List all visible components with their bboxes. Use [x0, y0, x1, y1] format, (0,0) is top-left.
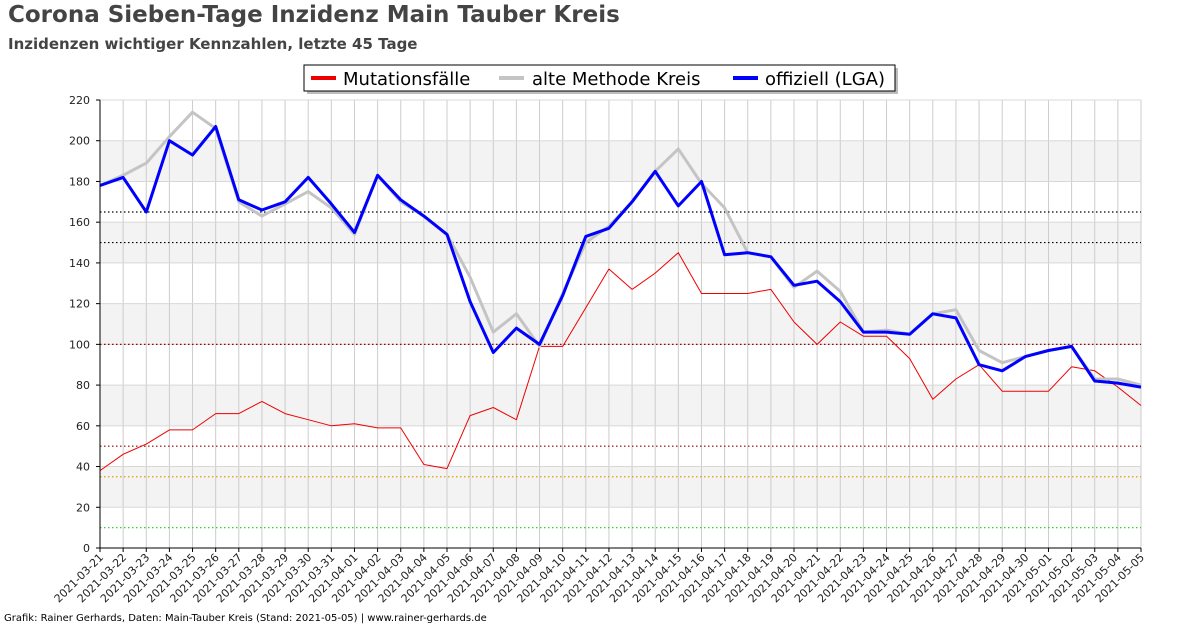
y-tick-label: 200 — [69, 135, 90, 148]
vertical-gridlines — [99, 100, 1142, 548]
x-tick-labels: 2021-03-212021-03-222021-03-232021-03-24… — [52, 551, 1147, 605]
y-tick-labels: 0 20 40 60 80 100 120 140 160 180 200 220 — [69, 94, 90, 555]
background-bands — [100, 140, 1141, 508]
grid-band — [100, 385, 1141, 426]
y-tick-label: 0 — [83, 542, 90, 555]
chart-title: Corona Sieben-Tage Inzidenz Main Tauber … — [8, 2, 620, 28]
series-line-3 — [99, 125, 1142, 389]
axes — [96, 99, 1142, 552]
series-lines — [99, 110, 1142, 472]
y-tick-label: 40 — [76, 461, 90, 474]
grid-band — [100, 140, 1141, 182]
y-tick-label: 100 — [69, 338, 90, 351]
series-line-1 — [99, 252, 1142, 472]
legend: Mutationsfälle alte Methode Kreis offiziel… — [303, 64, 898, 94]
legend-label: alte Methode Kreis — [532, 69, 700, 90]
source-footer: Grafik: Rainer Gerhards, Daten: Main-Tau… — [4, 613, 487, 624]
y-tick-label: 220 — [69, 94, 90, 107]
legend-box — [303, 64, 896, 92]
y-tick-label: 140 — [69, 257, 90, 270]
legend-label: offiziell (LGA) — [765, 69, 885, 90]
y-tick-label: 20 — [76, 501, 90, 514]
y-tick-label: 120 — [69, 298, 90, 311]
chart-subtitle: Inzidenzen wichtiger Kennzahlen, letzte … — [8, 35, 418, 53]
y-tick-label: 80 — [76, 379, 90, 392]
y-tick-label: 160 — [69, 216, 90, 229]
y-tick-label: 180 — [69, 175, 90, 188]
grid-band — [100, 466, 1141, 508]
y-tick-label: 60 — [76, 420, 90, 433]
legend-label: Mutationsfälle — [343, 69, 470, 90]
grid-band — [100, 303, 1141, 345]
